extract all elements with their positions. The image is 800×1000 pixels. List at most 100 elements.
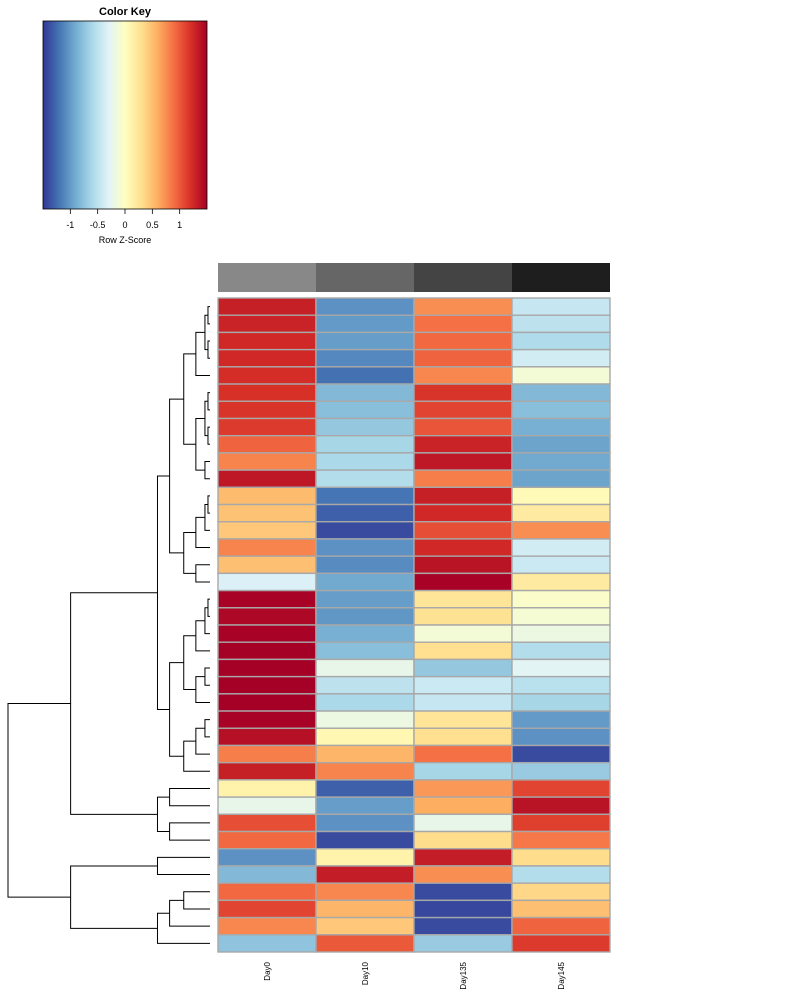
key-tick-label: -0.5	[90, 220, 106, 230]
heatmap-cell	[413, 710, 513, 729]
heatmap-cell	[511, 658, 611, 678]
heatmap-cell	[315, 521, 415, 540]
color-key-title: Color Key	[99, 6, 152, 18]
heatmap-cell	[413, 882, 513, 902]
heatmap-cell	[511, 503, 611, 523]
heatmap-cell	[511, 538, 611, 557]
dendrogram-branch	[70, 865, 158, 929]
heatmap-cell	[217, 727, 317, 747]
heatmap-cell	[315, 865, 415, 884]
dendrogram-branch	[156, 912, 210, 944]
heatmap-cell	[217, 934, 317, 953]
heatmap-cell	[413, 607, 513, 626]
column-label: Day135	[459, 961, 468, 989]
color-key-gradient	[42, 20, 208, 210]
heatmap-cell	[217, 452, 317, 471]
heatmap-cell	[315, 331, 415, 351]
heatmap-cell	[217, 331, 317, 351]
heatmap-cell	[511, 366, 611, 385]
heatmap-cell	[413, 624, 513, 643]
heatmap-cell	[413, 727, 513, 747]
heatmap-cell	[413, 400, 513, 420]
dendrogram-branch	[183, 635, 196, 691]
heatmap-cell	[217, 538, 317, 557]
heatmap-cell	[413, 865, 513, 884]
heatmap-cell	[315, 314, 415, 334]
heatmap-cell	[217, 761, 317, 781]
heatmap-cell	[413, 658, 513, 678]
heatmap-cell	[511, 899, 611, 919]
dendrogram-branch	[204, 719, 210, 738]
heatmap-cells	[217, 297, 611, 953]
dendrogram-branch	[207, 340, 210, 359]
dendrogram-branch	[156, 475, 170, 710]
column-side-color	[316, 263, 414, 292]
column-label: Day145	[557, 961, 566, 989]
heatmap-cell	[413, 434, 513, 454]
dendrogram-branch	[156, 796, 170, 833]
dendrogram-branch	[169, 398, 184, 554]
heatmap-cell	[413, 796, 513, 816]
heatmap-cell	[511, 830, 611, 850]
heatmap-cell	[413, 331, 513, 351]
dendrogram-branch	[7, 703, 71, 898]
heatmap-cell	[217, 366, 317, 385]
heatmap-cell	[315, 848, 415, 867]
dendrogram-branch	[169, 788, 210, 807]
column-label: Day10	[361, 961, 370, 985]
heatmap-cell	[413, 383, 513, 402]
heatmap-cell	[217, 916, 317, 936]
heatmap-cell	[413, 555, 513, 575]
heatmap-cell	[315, 744, 415, 764]
heatmap-cell	[315, 503, 415, 523]
heatmap-cell	[511, 486, 611, 506]
heatmap-cell	[413, 452, 513, 471]
heatmap-cell	[217, 624, 317, 643]
heatmap-cell	[315, 589, 415, 609]
dendrogram-branch	[204, 667, 210, 686]
heatmap-cell	[217, 434, 317, 454]
heatmap-cell	[315, 572, 415, 592]
heatmap-cell	[315, 761, 415, 781]
heatmap-cell	[413, 693, 513, 712]
heatmap-cell	[413, 761, 513, 781]
color-key-xlabel: Row Z-Score	[99, 235, 152, 245]
row-dendrogram	[7, 306, 210, 944]
key-tick-label: 0.5	[146, 220, 159, 230]
heatmap-cell	[315, 624, 415, 643]
heatmap-cell	[511, 727, 611, 747]
heatmap-cell	[315, 297, 415, 316]
heatmap-cell	[511, 314, 611, 334]
color-key-ticks: -1 -0.5 0 0.5 1	[66, 209, 182, 230]
heatmap-cell	[413, 503, 513, 523]
heatmap-cell	[413, 469, 513, 489]
heatmap-cell	[217, 383, 317, 402]
heatmap-cell	[315, 538, 415, 557]
heatmap-cell	[413, 314, 513, 334]
heatmap-cell	[217, 348, 317, 368]
heatmap-cell	[217, 865, 317, 884]
heatmap-cell	[315, 366, 415, 385]
heatmap-cell	[511, 417, 611, 437]
heatmap-cell	[413, 641, 513, 661]
heatmap-cell	[315, 555, 415, 575]
heatmap-cell	[413, 813, 513, 833]
heatmap-cell	[217, 848, 317, 867]
dendrogram-branch	[204, 504, 210, 531]
heatmap-cell	[217, 469, 317, 489]
heatmap-cell	[315, 400, 415, 420]
column-label: Day0	[263, 961, 272, 980]
heatmap-cell	[217, 555, 317, 575]
heatmap-cell	[315, 727, 415, 747]
heatmap-cell	[413, 899, 513, 919]
heatmap-cell	[217, 589, 317, 609]
dendrogram-branch	[195, 516, 210, 549]
dendrogram-branch	[207, 306, 210, 325]
heatmap-cell	[315, 779, 415, 798]
heatmap-cell	[511, 744, 611, 764]
heatmap-cell	[315, 675, 415, 695]
dendrogram-branch	[183, 531, 196, 574]
heatmap-cell	[413, 572, 513, 592]
dendrogram-branch	[70, 592, 158, 815]
